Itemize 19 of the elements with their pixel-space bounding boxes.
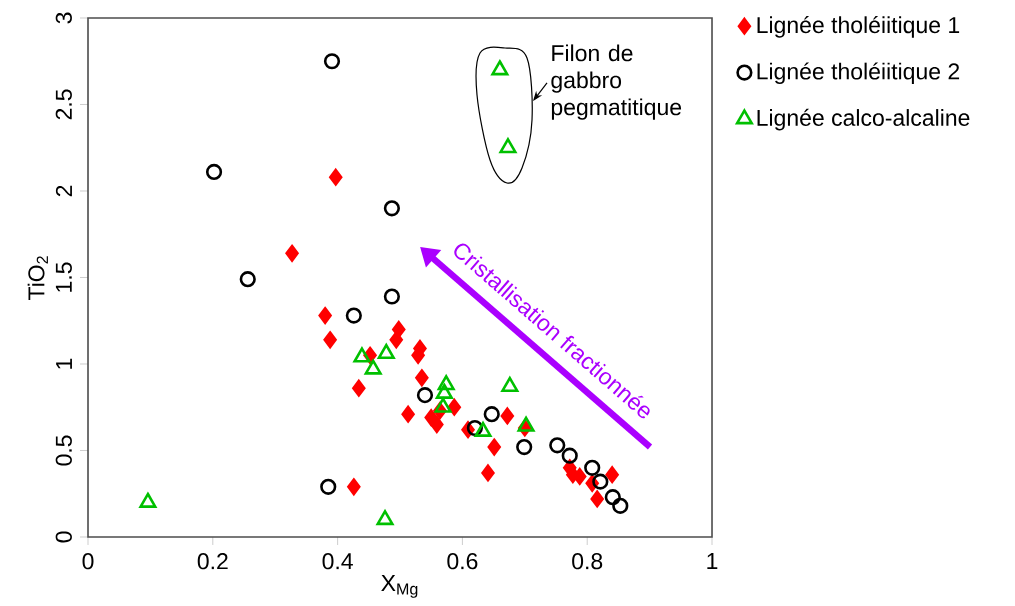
annotation: Filon de gabbro pegmatitique bbox=[551, 44, 682, 121]
y-tick-label: 1.5 bbox=[55, 262, 72, 292]
y-tick-label: 0.5 bbox=[55, 435, 72, 466]
x-axis-title: X$_{Mg}$ bbox=[381, 575, 418, 599]
y-tick-label: 0 bbox=[55, 531, 72, 543]
y-tick-label: 1 bbox=[56, 358, 72, 369]
legend-label: Lignée tholéiitique 1 bbox=[757, 16, 960, 38]
y-tick-label: 3 bbox=[55, 12, 72, 24]
y-axis-title: TiO$_{2}$ bbox=[27, 256, 48, 301]
x-tick-label: 0.6 bbox=[447, 553, 478, 570]
legend-label: Lignée tholéiitique 2 bbox=[757, 62, 960, 85]
legend-label: Lignée calco-alcaline bbox=[757, 109, 970, 131]
x-tick-label: 0.8 bbox=[572, 553, 603, 570]
x-tick-label: 1 bbox=[707, 553, 718, 570]
y-tick-label: 2 bbox=[55, 186, 72, 197]
y-tick-label: 2.5 bbox=[55, 89, 72, 120]
x-tick-label: 0.2 bbox=[197, 553, 228, 570]
x-tick-label: 0.4 bbox=[322, 553, 353, 570]
x-tick-label: 0 bbox=[82, 553, 94, 570]
